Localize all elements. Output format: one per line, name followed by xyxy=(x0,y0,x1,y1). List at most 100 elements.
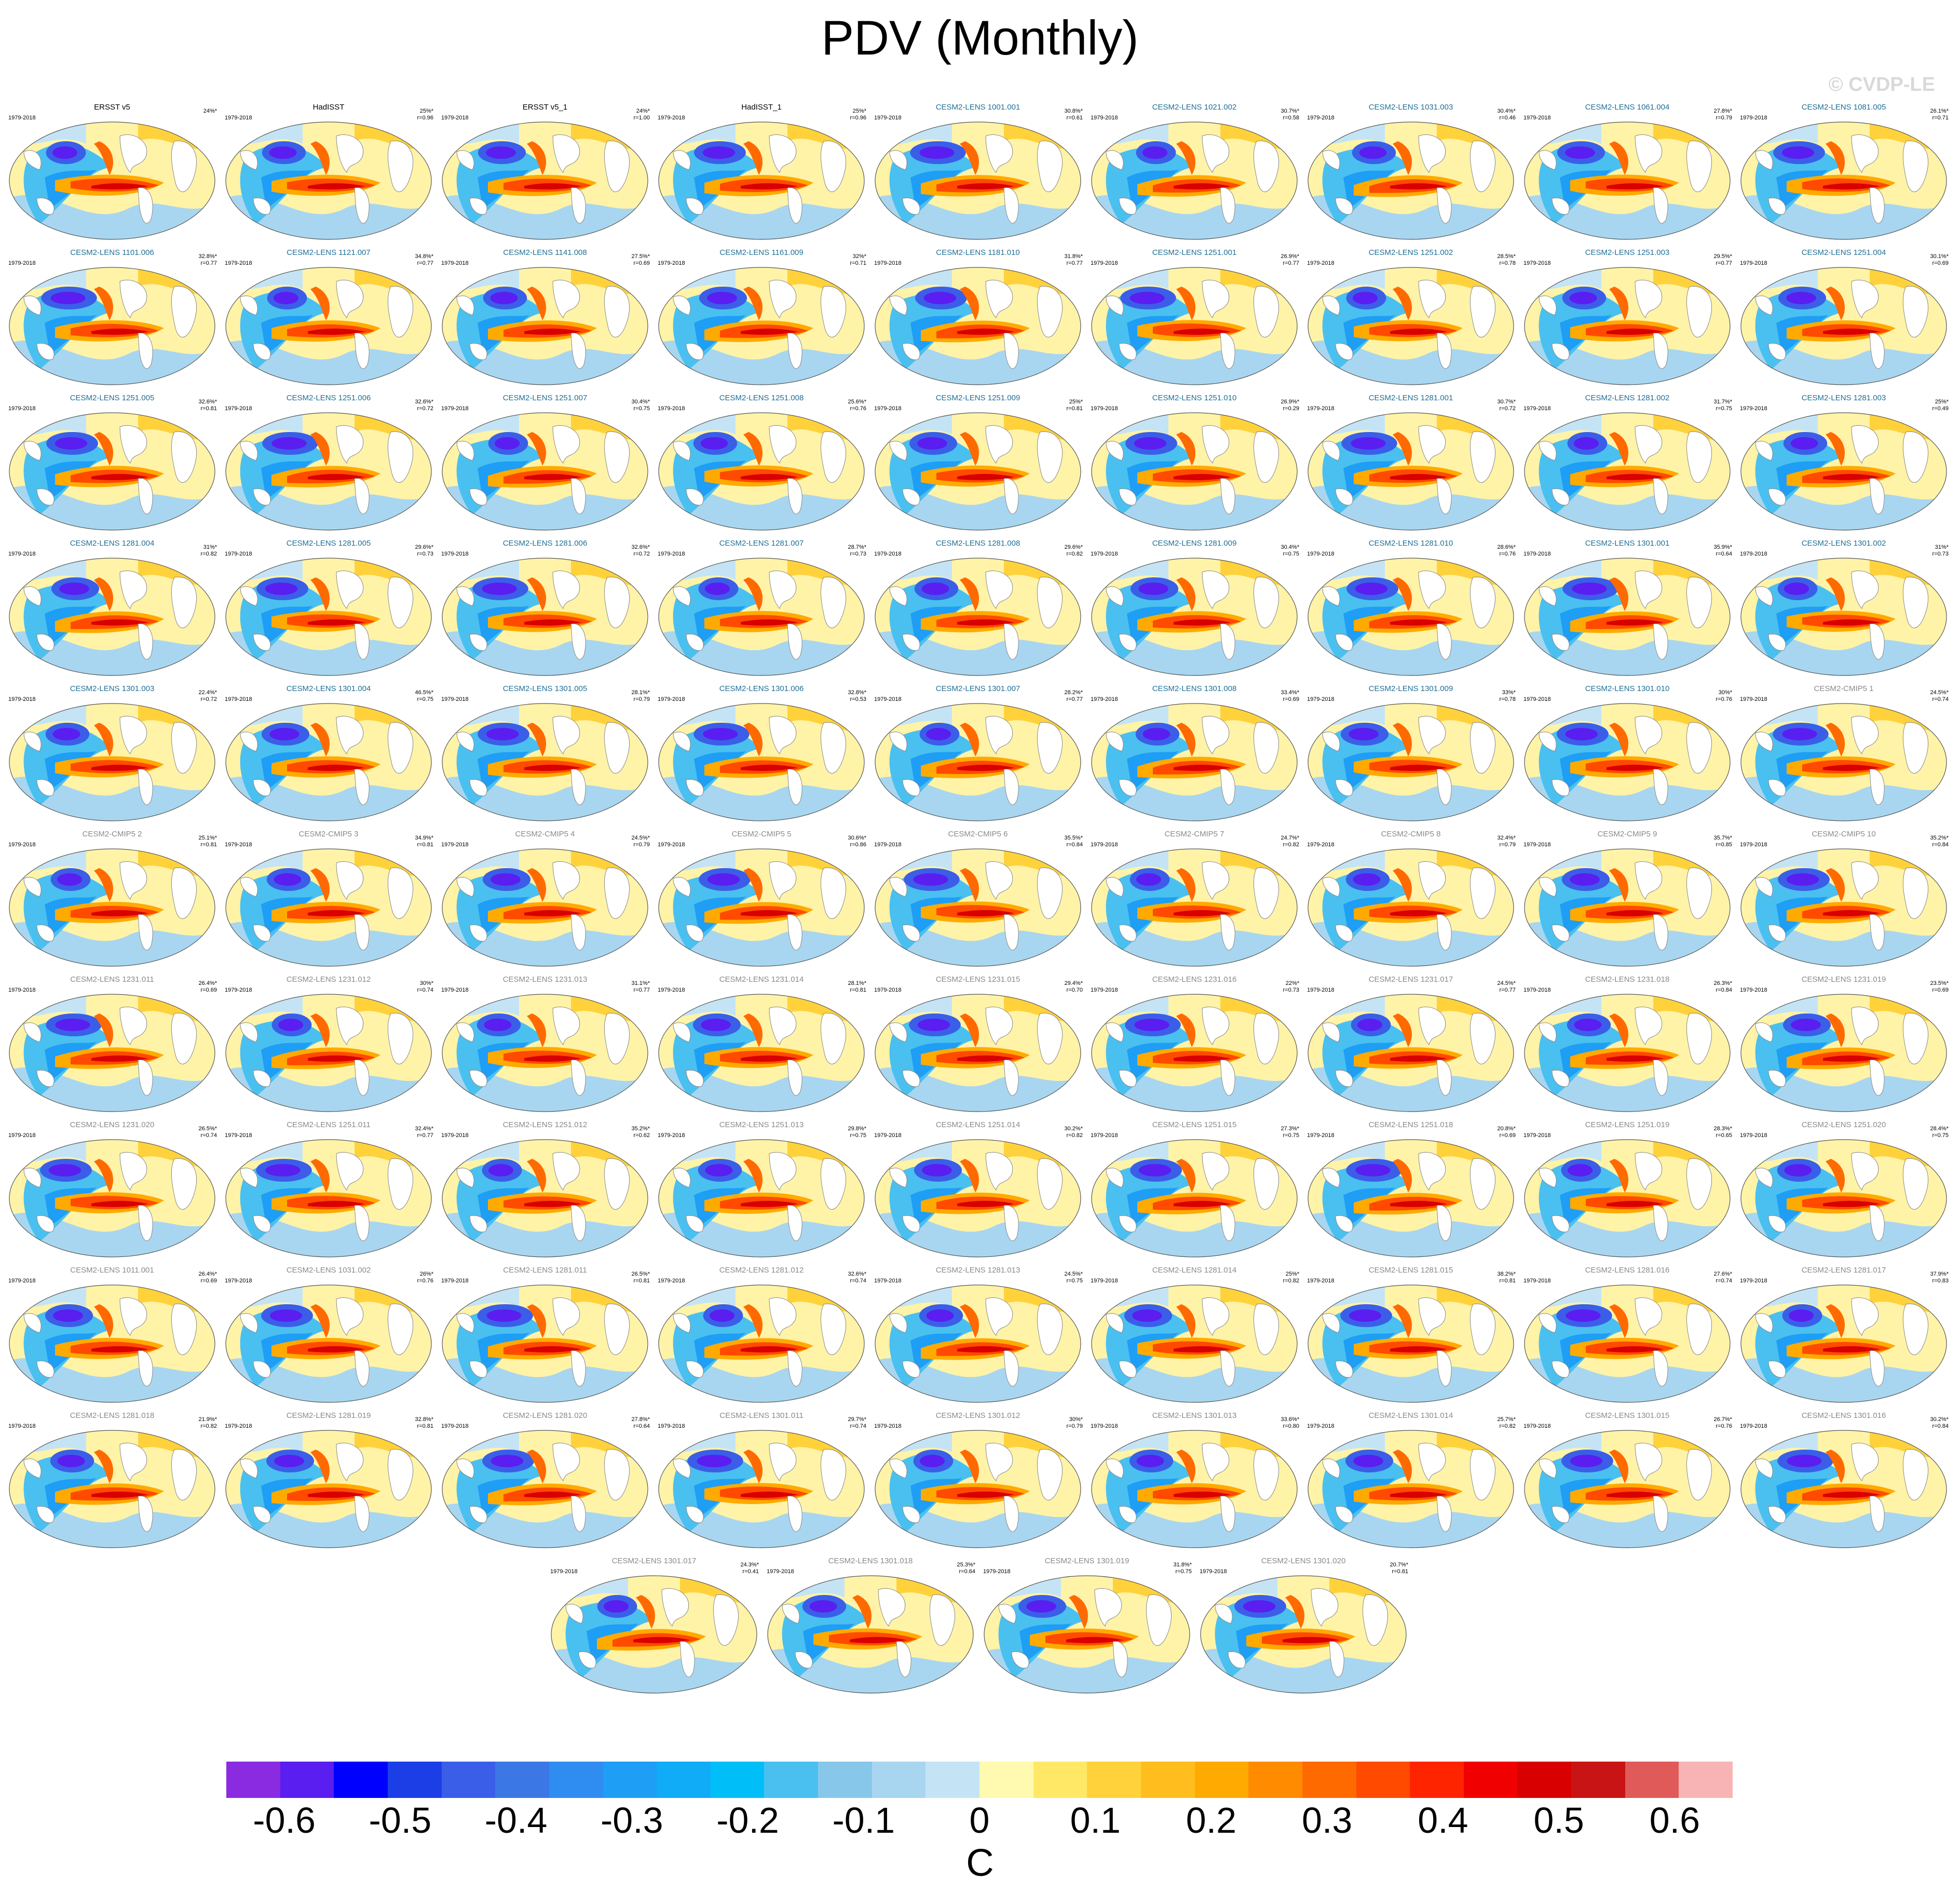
panel-period: 1979-2018 xyxy=(1523,842,1551,848)
panel-pattern-correlation: r=0.75 xyxy=(1932,1132,1949,1139)
panel-title: CESM2-LENS 1231.017 xyxy=(1368,975,1453,984)
panel-percent-variance: 28.5%* xyxy=(1497,253,1516,260)
panel-period: 1979-2018 xyxy=(1091,842,1118,848)
panel-period: 1979-2018 xyxy=(441,115,469,121)
panel-title: CESM2-LENS 1301.017 xyxy=(611,1557,697,1565)
map-panel: CESM2-LENS 1281.005 1979-2018 29.6%* r=0.73 xyxy=(221,539,437,680)
panel-period: 1979-2018 xyxy=(8,696,36,702)
sst-map xyxy=(9,703,215,821)
panel-pattern-correlation: r=0.81 xyxy=(200,842,217,848)
panel-pattern-correlation: r=0.76 xyxy=(1716,696,1733,702)
map-panel: CESM2-CMIP5 8 1979-2018 32.4%* r=0.79 xyxy=(1303,830,1519,971)
panel-pattern-correlation: r=0.73 xyxy=(417,551,434,557)
panel-period: 1979-2018 xyxy=(658,842,685,848)
panel-percent-variance: 31%* xyxy=(1935,544,1949,550)
panel-percent-variance: 31.7%* xyxy=(1713,399,1732,405)
panel-period: 1979-2018 xyxy=(658,1423,685,1429)
panel-pattern-correlation: r=0.76 xyxy=(417,1278,434,1284)
panel-period: 1979-2018 xyxy=(441,987,469,993)
sst-map xyxy=(225,848,432,967)
panel-pattern-correlation: r=0.69 xyxy=(633,260,650,266)
map-panel: CESM2-LENS 1231.014 1979-2018 28.1%* r=0.81 xyxy=(654,975,869,1116)
panel-pattern-correlation: r=0.81 xyxy=(1499,1278,1516,1284)
panel-period: 1979-2018 xyxy=(441,260,469,266)
panel-pattern-correlation: r=0.64 xyxy=(959,1568,976,1575)
panel-title: CESM2-LENS 1251.004 xyxy=(1801,248,1886,257)
panel-pattern-correlation: r=0.53 xyxy=(850,696,867,702)
colorbar-swatch xyxy=(764,1762,819,1798)
panel-percent-variance: 32.4%* xyxy=(1497,835,1516,841)
panel-title: CESM2-LENS 1281.017 xyxy=(1801,1266,1886,1275)
sst-map xyxy=(225,1284,432,1403)
sst-map xyxy=(658,848,865,967)
panel-title: CESM2-LENS 1231.016 xyxy=(1152,975,1237,984)
panel-period: 1979-2018 xyxy=(1740,1423,1767,1429)
panel-pattern-correlation: r=0.75 xyxy=(1716,405,1733,412)
panel-title: HadISST_1 xyxy=(741,103,782,112)
map-panel: CESM2-LENS 1281.014 1979-2018 25%* r=0.82 xyxy=(1086,1266,1302,1407)
map-panel: CESM2-LENS 1251.018 1979-2018 20.8%* r=0.69 xyxy=(1303,1120,1519,1262)
panel-title: CESM2-LENS 1251.008 xyxy=(719,394,804,402)
panel-title: CESM2-LENS 1281.001 xyxy=(1368,394,1453,402)
sst-map xyxy=(1740,1139,1947,1257)
panel-period: 1979-2018 xyxy=(1200,1568,1227,1575)
sst-map xyxy=(1524,703,1731,821)
panel-percent-variance: 29.6%* xyxy=(415,544,433,550)
panel-title: CESM2-LENS 1281.009 xyxy=(1152,539,1237,548)
panel-title: CESM2-LENS 1161.009 xyxy=(719,248,804,257)
panel-percent-variance: 35.2%* xyxy=(631,1126,650,1132)
panel-percent-variance: 30.6%* xyxy=(848,835,866,841)
panel-percent-variance: 24%* xyxy=(203,108,217,114)
map-panel: CESM2-LENS 1281.004 1979-2018 31%* r=0.82 xyxy=(4,539,220,680)
map-panel: CESM2-LENS 1301.010 1979-2018 30%* r=0.76 xyxy=(1519,684,1735,826)
panel-period: 1979-2018 xyxy=(441,405,469,412)
panel-pattern-correlation: r=0.84 xyxy=(1932,1423,1949,1429)
panel-pattern-correlation: r=0.82 xyxy=(1066,551,1083,557)
sst-map xyxy=(1524,412,1731,531)
panel-period: 1979-2018 xyxy=(1307,1132,1335,1139)
sst-map xyxy=(658,994,865,1112)
panel-title: CESM2-CMIP5 4 xyxy=(515,830,575,838)
map-panel: CESM2-LENS 1301.011 1979-2018 29.7%* r=0.74 xyxy=(654,1411,869,1552)
panel-pattern-correlation: r=0.74 xyxy=(200,1132,217,1139)
panel-pattern-correlation: r=0.69 xyxy=(1283,696,1300,702)
sst-map xyxy=(1740,848,1947,967)
map-panel: CESM2-LENS 1231.020 1979-2018 26.5%* r=0.74 xyxy=(4,1120,220,1262)
map-panel: CESM2-LENS 1301.016 1979-2018 30.2%* r=0.84 xyxy=(1736,1411,1952,1552)
panel-percent-variance: 46.5%* xyxy=(415,689,433,696)
panel-period: 1979-2018 xyxy=(1523,987,1551,993)
panel-title: CESM2-LENS 1281.012 xyxy=(719,1266,804,1275)
map-panel: CESM2-CMIP5 5 1979-2018 30.6%* r=0.86 xyxy=(654,830,869,971)
panel-period: 1979-2018 xyxy=(1740,1132,1767,1139)
panel-period: 1979-2018 xyxy=(441,551,469,557)
colorbar xyxy=(226,1762,1733,1798)
sst-map xyxy=(984,1575,1190,1694)
panel-title: CESM2-LENS 1281.002 xyxy=(1585,394,1670,402)
map-panel: CESM2-LENS 1011.001 1979-2018 26.4%* r=0.69 xyxy=(4,1266,220,1407)
panel-pattern-correlation: r=0.79 xyxy=(1066,1423,1083,1429)
map-panel: CESM2-CMIP5 9 1979-2018 35.7%* r=0.85 xyxy=(1519,830,1735,971)
panel-percent-variance: 27.8%* xyxy=(631,1416,650,1423)
sst-map xyxy=(9,1139,215,1257)
panel-title: HadISST xyxy=(312,103,345,112)
panel-percent-variance: 28.7%* xyxy=(848,544,866,550)
map-panel: CESM2-LENS 1281.012 1979-2018 32.6%* r=0.74 xyxy=(654,1266,869,1407)
panel-period: 1979-2018 xyxy=(225,405,252,412)
panel-pattern-correlation: r=0.65 xyxy=(1716,1132,1733,1139)
panel-pattern-correlation: r=0.81 xyxy=(1392,1568,1409,1575)
map-panel: CESM2-LENS 1301.007 1979-2018 28.2%* r=0.77 xyxy=(870,684,1086,826)
panel-title: CESM2-LENS 1301.016 xyxy=(1801,1411,1886,1420)
sst-map xyxy=(9,267,215,385)
map-panel: CESM2-LENS 1251.008 1979-2018 25.6%* r=0.76 xyxy=(654,394,869,535)
panel-pattern-correlation: r=0.29 xyxy=(1283,405,1300,412)
sst-map xyxy=(658,1139,865,1257)
panel-period: 1979-2018 xyxy=(874,987,902,993)
panel-title: CESM2-LENS 1021.002 xyxy=(1152,103,1237,112)
sst-map xyxy=(1308,848,1514,967)
colorbar-tick-label: 0.4 xyxy=(1418,1800,1468,1841)
colorbar-swatch xyxy=(710,1762,765,1798)
panel-pattern-correlation: r=0.84 xyxy=(1932,842,1949,848)
panel-period: 1979-2018 xyxy=(1307,115,1335,121)
colorbar-swatch xyxy=(495,1762,550,1798)
panel-period: 1979-2018 xyxy=(1091,405,1118,412)
